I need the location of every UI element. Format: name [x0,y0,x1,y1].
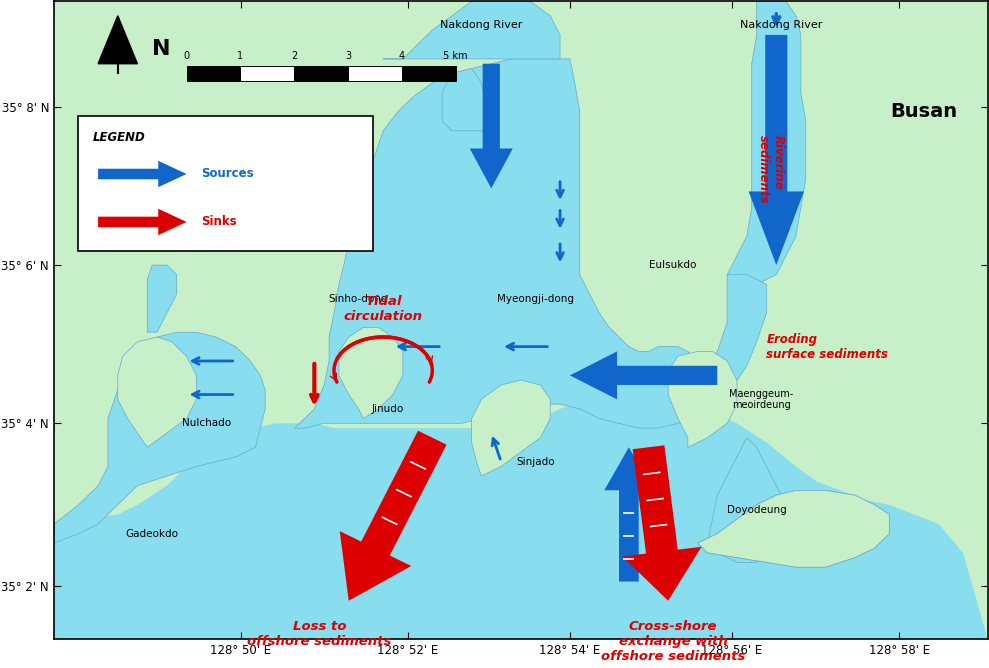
Text: Maenggeum-
meoirdeung: Maenggeum- meoirdeung [730,389,794,410]
Polygon shape [98,16,137,63]
FancyArrow shape [622,446,701,601]
FancyBboxPatch shape [78,116,373,250]
Bar [294,66,348,81]
Text: Tidal
circulation: Tidal circulation [343,295,422,323]
Text: 5 km: 5 km [443,51,468,61]
Text: 3: 3 [345,51,351,61]
Text: Busan: Busan [890,102,957,121]
Text: Riverine
sediments: Riverine sediments [757,135,784,204]
Polygon shape [727,1,806,285]
FancyArrow shape [98,209,187,235]
Text: 4: 4 [399,51,405,61]
Polygon shape [707,438,786,562]
Text: Jinudo: Jinudo [372,404,405,414]
Polygon shape [53,395,988,639]
FancyArrow shape [340,431,447,601]
Text: Gadeokdo: Gadeokdo [126,528,179,538]
Polygon shape [442,69,487,131]
Polygon shape [707,275,766,389]
Text: Sinks: Sinks [202,216,237,228]
Polygon shape [295,59,707,428]
Text: Nakdong River: Nakdong River [740,20,823,30]
Text: 0: 0 [184,51,190,61]
FancyArrow shape [98,161,187,187]
FancyArrow shape [470,63,512,188]
Polygon shape [697,490,889,567]
Polygon shape [147,265,177,332]
Bar [187,66,240,81]
Text: Loss to
offshore sediments: Loss to offshore sediments [247,620,392,648]
Bar [348,66,402,81]
Bar [402,66,456,81]
Text: Doyodeung: Doyodeung [727,504,786,514]
Text: N: N [152,39,171,59]
Polygon shape [383,1,560,59]
Text: Cross-shore
exchange with
offshore sediments: Cross-shore exchange with offshore sedim… [601,620,746,663]
Text: Sources: Sources [202,168,254,180]
Text: Eroding
surface sediments: Eroding surface sediments [766,333,888,361]
Text: Nulchado: Nulchado [182,418,230,428]
Text: Sinjado: Sinjado [516,457,555,467]
Polygon shape [53,332,265,543]
Polygon shape [697,490,889,567]
Text: Sinho-dong: Sinho-dong [328,294,389,304]
Text: 1: 1 [237,51,243,61]
Polygon shape [339,327,403,419]
Bar [240,66,294,81]
Polygon shape [472,380,550,476]
Text: Eulsukdo: Eulsukdo [650,260,697,270]
Text: 2: 2 [291,51,298,61]
FancyArrow shape [749,35,804,265]
Text: Nakdong River: Nakdong River [440,20,522,30]
Polygon shape [669,351,737,448]
FancyArrow shape [604,448,654,582]
Text: LEGEND: LEGEND [93,131,146,144]
FancyArrow shape [570,351,717,399]
Polygon shape [118,337,197,448]
Text: Myeongji-dong: Myeongji-dong [497,294,574,304]
